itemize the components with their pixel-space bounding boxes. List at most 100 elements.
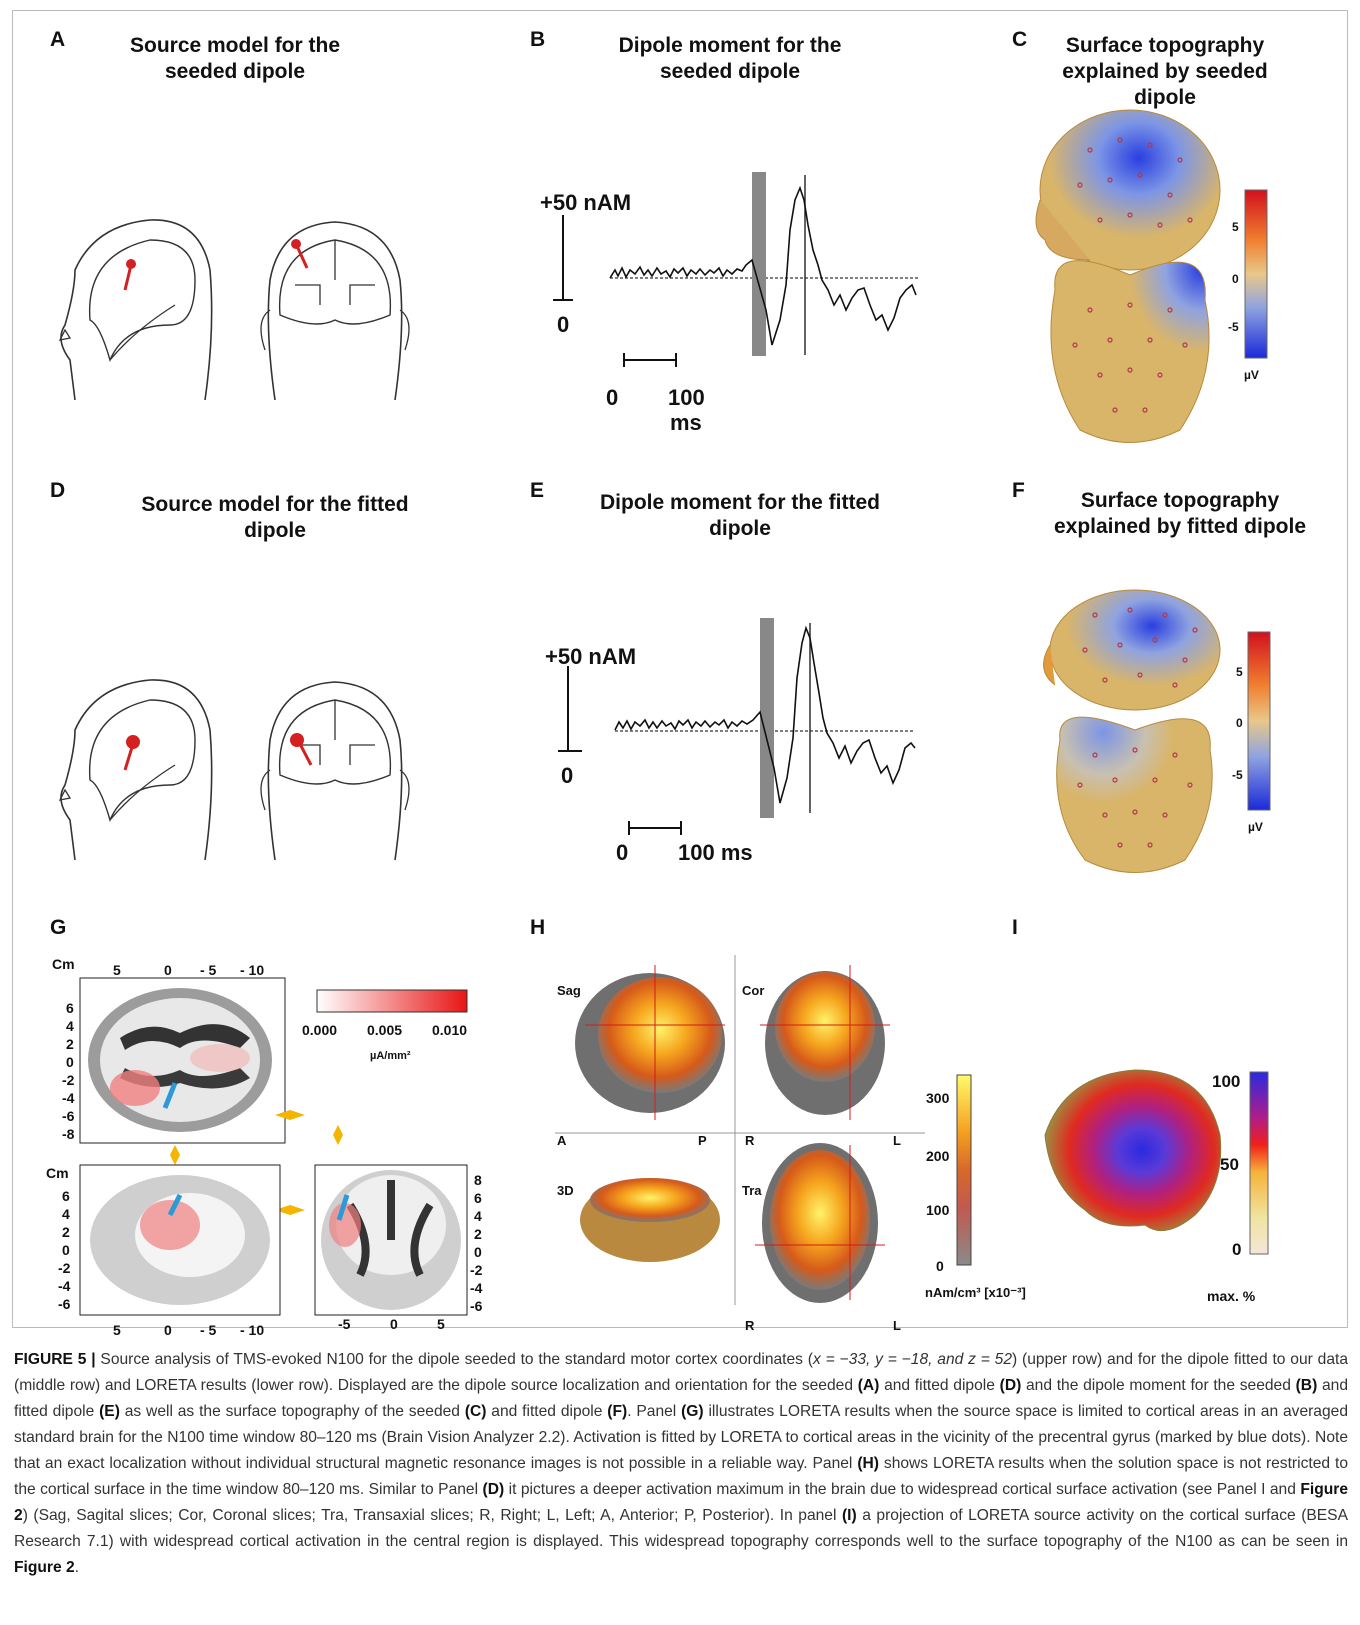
panel-label-e: E <box>530 479 545 502</box>
caption-text: it pictures a deeper activation maximum … <box>504 1481 1301 1498</box>
f-colorbar-tick: 5 <box>1236 665 1243 679</box>
panel-e-title: Dipole moment for the fitted dipole <box>600 491 880 540</box>
g-top-y-tick: -2 <box>62 1072 75 1088</box>
g-br-y-tick: 2 <box>474 1226 482 1242</box>
h-tra-label: Tra <box>742 1183 762 1198</box>
panel-b-title: Dipole moment for the seeded dipole <box>618 34 842 83</box>
g-unit-label-bottom: Cm <box>46 1165 69 1181</box>
g-top-y-tick: 4 <box>66 1018 74 1034</box>
caption-ref: (D) <box>482 1481 505 1498</box>
h-sag-label: Sag <box>557 983 581 998</box>
g-br-y-tick: 8 <box>474 1172 482 1188</box>
fitted-dipole-waveform <box>558 618 916 835</box>
g-colorbar-unit: µA/mm² <box>370 1050 411 1062</box>
g-bl-y-tick: 2 <box>62 1224 70 1240</box>
panel-label-d: D <box>50 479 66 502</box>
panel-label-b: B <box>530 28 546 51</box>
g-br-y-tick: -4 <box>470 1280 483 1296</box>
g-bl-x-tick: 0 <box>164 1322 172 1338</box>
g-top-y-tick: -6 <box>62 1108 75 1124</box>
caption-figure-link[interactable]: Figure 2 <box>14 1481 1348 1524</box>
g-slice-markers <box>170 1110 343 1215</box>
caption-ref: (D) <box>999 1377 1022 1394</box>
time-scale-end: 100 <box>668 385 705 410</box>
i-colorbar-unit: max. % <box>1207 1288 1256 1304</box>
g-top-y-tick: 6 <box>66 1000 74 1016</box>
caption-text: a projection of LORETA source activity o… <box>14 1507 1348 1550</box>
f-colorbar-tick: -5 <box>1232 768 1243 782</box>
g-colorbar <box>316 989 468 1013</box>
f-colorbar-tick: 0 <box>1236 716 1243 730</box>
caption-text: ) (upper row) and for the dipole fitted … <box>14 1351 1349 1394</box>
h-right-label: R <box>745 1318 755 1333</box>
c-colorbar-tick: -5 <box>1228 320 1239 334</box>
g-unit-label-top: Cm <box>52 956 75 972</box>
caption-text: and fitted dipole <box>14 1377 1348 1420</box>
g-sagittal-slice <box>79 1164 281 1316</box>
g-bl-y-tick: 0 <box>62 1242 70 1258</box>
figure-caption: FIGURE 5 | Source analysis of TMS-evoked… <box>14 1347 1348 1581</box>
caption-text: Source analysis of TMS-evoked N100 for t… <box>95 1351 813 1368</box>
caption-text: . <box>74 1559 79 1576</box>
c-colorbar-unit: µV <box>1244 368 1259 382</box>
time-scale-end: 100 ms <box>678 840 753 865</box>
caption-coordinates: x = −33, y = −18, and z = 52 <box>813 1351 1013 1368</box>
caption-text: illustrates LORETA results when the sour… <box>14 1403 1348 1472</box>
seeded-colorbar <box>1244 189 1268 359</box>
g-colorbar-tick: 0.010 <box>432 1022 468 1038</box>
caption-text: and fitted dipole <box>486 1403 608 1420</box>
g-top-x-tick: 0 <box>164 962 172 978</box>
h-cor-label: Cor <box>742 983 765 998</box>
g-br-x-tick: 0 <box>390 1316 398 1332</box>
g-bl-y-tick: -4 <box>58 1278 71 1294</box>
panel-label-f: F <box>1012 479 1025 502</box>
c-colorbar-tick: 5 <box>1232 220 1239 234</box>
g-colorbar-tick: 0.000 <box>302 1022 338 1038</box>
caption-ref: (E) <box>99 1403 120 1420</box>
g-br-y-tick: -6 <box>470 1298 483 1314</box>
caption-text: and the dipole moment for the seeded <box>1021 1377 1296 1394</box>
h-colorbar-tick: 100 <box>926 1202 950 1218</box>
h-3d-label: 3D <box>557 1183 574 1198</box>
caption-text: . Panel <box>627 1403 682 1420</box>
figure-frame <box>12 10 1348 1328</box>
h-loreta-slices <box>555 955 925 1305</box>
panel-label-a: A <box>50 28 66 51</box>
g-bl-y-tick: -2 <box>58 1260 71 1276</box>
h-left-label: L <box>893 1318 901 1333</box>
g-top-y-tick: 0 <box>66 1054 74 1070</box>
seeded-surface-topography-heads <box>1035 109 1221 443</box>
time-scale-start: 0 <box>616 840 629 865</box>
caption-figure-link[interactable]: Figure 2 <box>14 1559 75 1576</box>
g-br-x-tick: 5 <box>437 1316 445 1332</box>
panel-label-g: G <box>50 916 67 939</box>
seeded-dipole-waveform <box>553 172 920 367</box>
scale-bottom-label: 0 <box>561 763 574 788</box>
fitted-dipole-head-diagrams <box>58 679 410 861</box>
fitted-colorbar <box>1247 631 1271 811</box>
caption-ref: (I) <box>841 1507 857 1524</box>
h-anterior-label: A <box>557 1133 567 1148</box>
h-colorbar-unit: nAm/cm³ [x10⁻³] <box>925 1285 1026 1300</box>
h-colorbar-tick: 0 <box>936 1258 944 1274</box>
caption-ref: (F) <box>607 1403 628 1420</box>
h-colorbar <box>956 1074 972 1266</box>
g-top-y-tick: -4 <box>62 1090 75 1106</box>
g-colorbar-tick: 0.005 <box>367 1022 403 1038</box>
g-axial-slice <box>79 977 286 1144</box>
caption-figure-label: FIGURE 5 | <box>14 1351 96 1368</box>
caption-text: as well as the surface topography of the… <box>119 1403 465 1420</box>
time-scale-start: 0 <box>606 385 619 410</box>
i-colorbar <box>1249 1071 1269 1255</box>
h-colorbar-tick: 300 <box>926 1090 950 1106</box>
caption-text: and fitted dipole <box>879 1377 1000 1394</box>
fitted-surface-topography-heads <box>1043 589 1221 873</box>
i-colorbar-tick: 0 <box>1232 1240 1242 1259</box>
h-left-label: L <box>893 1133 901 1148</box>
scale-bottom-label: 0 <box>557 312 570 337</box>
g-top-x-tick: - 5 <box>200 962 217 978</box>
g-bl-x-tick: - 10 <box>240 1322 265 1338</box>
scale-top-label: +50 nAM <box>540 190 632 215</box>
panel-label-c: C <box>1012 28 1028 51</box>
c-colorbar-tick: 0 <box>1232 272 1239 286</box>
